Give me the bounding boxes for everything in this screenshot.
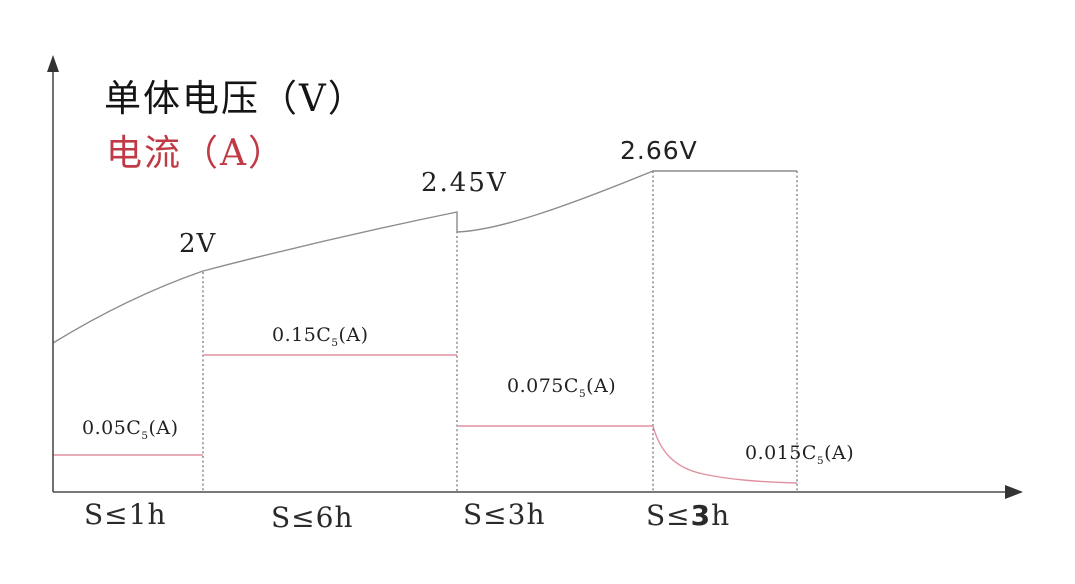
current-value-subscript: 5: [816, 454, 825, 467]
stage-label-text: S≤3h: [463, 498, 546, 531]
stage-label-text: h: [711, 499, 731, 532]
current-value-unit: (A): [338, 324, 369, 346]
voltage-annotation-266v: 2.66V: [620, 136, 698, 165]
current-value-text: 0.15C: [272, 324, 332, 346]
current-annotation-stage1: 0.05C5(A): [82, 417, 179, 442]
current-value-subscript: 5: [331, 336, 339, 349]
current-value-subscript: 5: [578, 387, 587, 400]
current-value-subscript: 5: [141, 429, 149, 442]
y-axis-arrow-icon: [47, 55, 59, 72]
stage-label-text: S≤6h: [271, 501, 354, 534]
current-annotation-stage2: 0.15C5(A): [272, 324, 369, 349]
voltage-curve: [52, 170, 797, 344]
current-value-text: 0.075C: [507, 375, 579, 397]
current-annotation-stage3: 0.075C5(A): [507, 375, 617, 400]
stage-label-emph: 3: [690, 499, 712, 532]
stage-label-1: S≤1h: [84, 500, 167, 529]
current-value-text: 0.05C: [82, 417, 142, 439]
current-value-text: 0.015C: [745, 442, 817, 464]
stage-label-text: S≤: [646, 499, 691, 532]
stage-label-4: S≤3h: [646, 501, 730, 530]
current-axis-title: 电流（A）: [106, 133, 286, 174]
x-axis-arrow-icon: [1005, 485, 1023, 499]
voltage-axis-title: 单体电压（V）: [104, 77, 367, 120]
stage-label-3: S≤3h: [463, 500, 546, 529]
current-curve: [53, 354, 798, 484]
stage-label-2: S≤6h: [271, 503, 354, 532]
current-value-unit: (A): [824, 442, 855, 464]
current-annotation-stage4: 0.015C5(A): [745, 442, 855, 467]
voltage-annotation-245v: 2.45V: [421, 168, 508, 198]
voltage-annotation-2v: 2V: [179, 229, 217, 259]
current-value-unit: (A): [586, 375, 617, 397]
stage-label-text: S≤1h: [84, 498, 167, 531]
current-value-unit: (A): [148, 417, 179, 439]
